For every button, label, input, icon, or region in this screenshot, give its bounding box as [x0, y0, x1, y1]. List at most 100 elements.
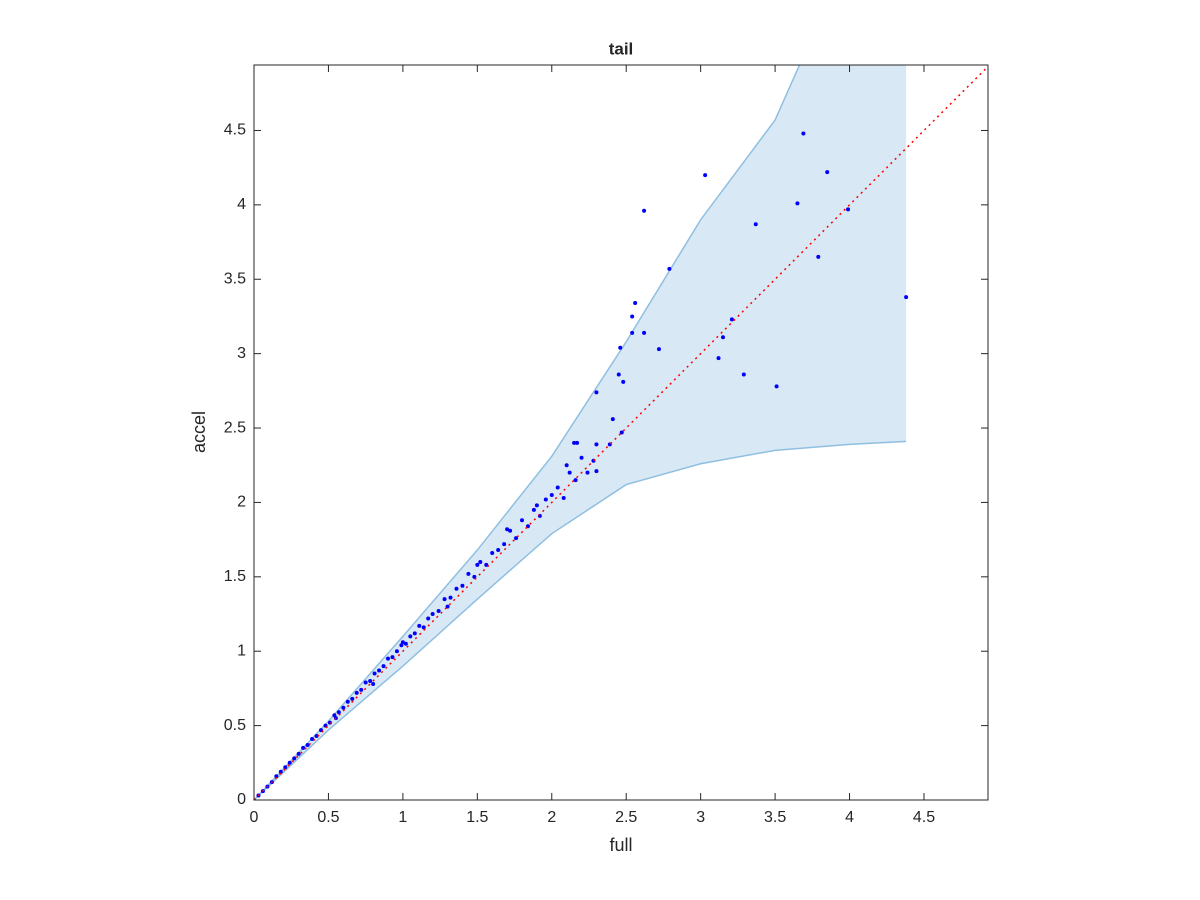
- reference-line: [254, 65, 988, 800]
- point: [825, 170, 830, 175]
- point: [633, 301, 638, 306]
- y-tick-label: 4.5: [224, 122, 246, 139]
- point: [801, 131, 806, 136]
- point: [305, 742, 310, 747]
- point: [816, 254, 821, 259]
- point: [341, 705, 346, 710]
- y-tick-label: 4: [237, 196, 246, 213]
- point: [283, 765, 288, 770]
- point: [741, 372, 746, 377]
- y-tick-label: 3: [237, 345, 246, 362]
- point: [345, 699, 350, 704]
- point: [575, 440, 580, 445]
- point: [478, 559, 483, 564]
- x-tick-label: 3.5: [764, 809, 786, 826]
- x-tick-label: 0: [250, 809, 259, 826]
- point: [445, 604, 450, 609]
- point: [278, 769, 283, 774]
- point: [543, 497, 548, 502]
- point: [448, 595, 453, 600]
- point: [426, 616, 431, 621]
- point: [594, 390, 599, 395]
- y-tick-label: 3.5: [224, 270, 246, 287]
- point: [466, 571, 471, 576]
- x-tick-label: 3: [696, 809, 705, 826]
- point: [630, 330, 635, 335]
- point: [534, 503, 539, 508]
- axes-box: [253, 64, 989, 801]
- point: [555, 485, 560, 490]
- point: [720, 335, 725, 340]
- point: [408, 634, 413, 639]
- point: [436, 609, 441, 614]
- x-tick-label: 2.5: [615, 809, 637, 826]
- plot-area: [254, 65, 988, 800]
- point: [490, 551, 495, 556]
- point: [371, 681, 376, 686]
- point: [296, 751, 301, 756]
- x-tick-label: 1.5: [466, 809, 488, 826]
- point: [585, 470, 590, 475]
- point: [274, 774, 279, 779]
- point: [567, 470, 572, 475]
- point: [363, 680, 368, 685]
- point: [716, 356, 721, 361]
- point: [454, 586, 459, 591]
- point: [594, 469, 599, 474]
- x-tick-label: 0.5: [317, 809, 339, 826]
- x-tick-label: 4: [845, 809, 854, 826]
- point: [753, 222, 758, 227]
- axes: 0 0.5 1 1.5 2 2.5 3 3.5 4 4.5 0 0.5 1 1.5 2 2.5 3 3.5 4 4.5: [224, 64, 989, 826]
- point: [368, 678, 373, 683]
- point: [619, 430, 624, 435]
- point: [442, 597, 447, 602]
- point: [667, 266, 672, 271]
- y-tick-label: 2.5: [224, 419, 246, 436]
- point: [502, 542, 507, 547]
- point: [616, 372, 621, 377]
- point: [703, 173, 708, 178]
- point: [332, 713, 337, 718]
- point: [301, 745, 306, 750]
- chart-title: tail: [609, 39, 634, 58]
- point: [394, 649, 399, 654]
- y-axis-label: accel: [189, 411, 209, 453]
- y-tick-label: 0: [237, 791, 246, 808]
- point: [573, 478, 578, 483]
- point: [314, 734, 319, 739]
- point: [579, 455, 584, 460]
- point: [549, 492, 554, 497]
- point: [390, 655, 395, 660]
- band-area: [254, 65, 907, 800]
- x-tick-label: 4.5: [913, 809, 935, 826]
- point: [729, 317, 734, 322]
- point: [564, 463, 569, 468]
- point: [630, 314, 635, 319]
- point: [561, 495, 566, 500]
- point: [656, 347, 661, 352]
- point: [287, 760, 292, 765]
- point: [350, 696, 355, 701]
- point: [372, 671, 377, 676]
- point: [400, 640, 405, 645]
- point: [505, 527, 510, 532]
- point: [846, 207, 851, 212]
- point: [514, 536, 519, 541]
- point: [642, 208, 647, 213]
- point: [385, 656, 390, 661]
- y-tick-label: 0.5: [224, 717, 246, 734]
- point: [774, 384, 779, 389]
- point: [795, 201, 800, 206]
- point: [399, 643, 404, 648]
- x-tick-label: 2: [547, 809, 556, 826]
- point: [531, 507, 536, 512]
- y-tick-label: 1: [237, 642, 246, 659]
- band-edge: [254, 440, 907, 800]
- point: [475, 562, 480, 567]
- point: [421, 625, 426, 630]
- y-tick-label: 2: [237, 494, 246, 511]
- point: [354, 690, 359, 695]
- point: [496, 548, 501, 553]
- point: [519, 518, 524, 523]
